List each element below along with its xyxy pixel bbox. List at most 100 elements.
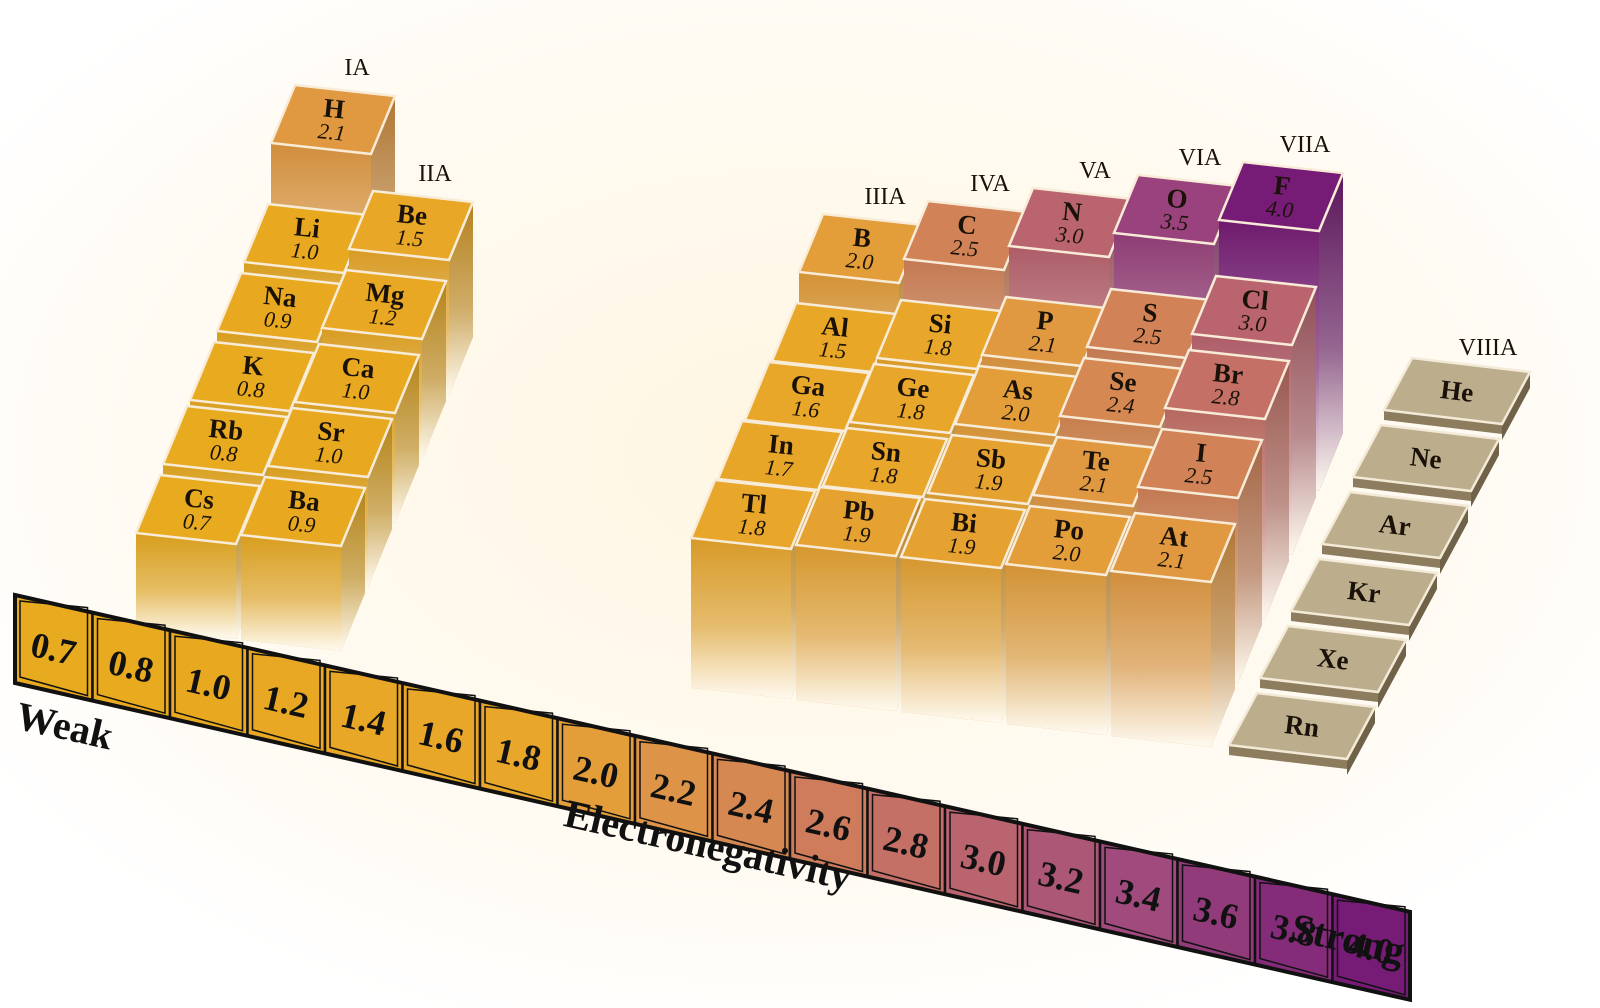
block-top bbox=[1258, 624, 1408, 694]
element-symbol: Ca bbox=[340, 351, 376, 384]
scale-value: 4.0 bbox=[1345, 923, 1398, 972]
block-side-fade bbox=[341, 488, 365, 651]
element-value: 2.0 bbox=[845, 247, 875, 275]
element-symbol: Sn bbox=[870, 435, 903, 468]
scale-border bbox=[13, 592, 1412, 1003]
scale-value: 2.2 bbox=[647, 765, 700, 814]
scale-value: 0.7 bbox=[27, 624, 80, 673]
scale-value: 2.4 bbox=[725, 783, 778, 832]
scale-value: 3.6 bbox=[1190, 888, 1243, 937]
element-symbol: Te bbox=[1081, 444, 1112, 477]
element-symbol: Si bbox=[927, 307, 953, 339]
block-top bbox=[1109, 511, 1237, 584]
block-top bbox=[1382, 356, 1532, 426]
noble-block: Xe bbox=[1258, 624, 1408, 708]
element-value: 1.0 bbox=[341, 377, 371, 405]
block-front-fade bbox=[1006, 564, 1106, 735]
block-side bbox=[1471, 439, 1499, 507]
element-symbol: Be bbox=[396, 198, 429, 231]
element-symbol: Ne bbox=[1409, 441, 1444, 475]
block-top bbox=[1163, 348, 1291, 421]
element-value: 1.9 bbox=[947, 532, 977, 560]
element-symbol: Cl bbox=[1240, 283, 1270, 316]
element-symbol: Se bbox=[1108, 365, 1138, 398]
noble-block: Kr bbox=[1289, 557, 1439, 641]
block-front bbox=[1384, 410, 1502, 434]
block-top bbox=[320, 268, 448, 341]
element-symbol: Ge bbox=[895, 371, 931, 404]
element-block: At2.1 bbox=[1109, 511, 1237, 747]
block-front-fade bbox=[1111, 571, 1211, 747]
block-top bbox=[797, 212, 925, 285]
block-top bbox=[1112, 173, 1240, 246]
element-symbol: Po bbox=[1053, 513, 1086, 546]
scale-value: 1.6 bbox=[415, 712, 468, 761]
group-label: VA bbox=[1079, 158, 1111, 184]
block-side-fade bbox=[368, 419, 392, 587]
element-value: 3.0 bbox=[1237, 309, 1268, 337]
block-side bbox=[1409, 573, 1437, 641]
element-symbol: Li bbox=[293, 211, 322, 244]
block-side bbox=[1378, 640, 1406, 708]
block-top bbox=[1031, 435, 1159, 508]
element-value: 2.0 bbox=[1001, 399, 1031, 427]
block-top bbox=[1058, 356, 1186, 429]
element-symbol: At bbox=[1158, 520, 1189, 553]
group-label: VIIA bbox=[1280, 132, 1331, 158]
element-symbol: K bbox=[241, 350, 265, 382]
group-label: VIIIA bbox=[1459, 335, 1518, 361]
element-value: 1.2 bbox=[368, 303, 398, 331]
block-top bbox=[848, 362, 976, 435]
element-value: 0.8 bbox=[209, 439, 239, 467]
element-symbol: Xe bbox=[1316, 642, 1351, 676]
element-value: 1.8 bbox=[737, 513, 767, 541]
block-top bbox=[269, 83, 397, 156]
element-value: 1.5 bbox=[395, 224, 425, 252]
block-side-fade bbox=[1211, 524, 1235, 747]
scale-value: 1.2 bbox=[260, 677, 313, 726]
element-symbol: Tl bbox=[740, 487, 769, 520]
block-top bbox=[1004, 504, 1132, 577]
block-front bbox=[1291, 611, 1409, 635]
block-top bbox=[1320, 490, 1470, 560]
block-front bbox=[1322, 544, 1440, 568]
element-value: 1.6 bbox=[791, 395, 821, 423]
noble-block: Ne bbox=[1351, 423, 1501, 507]
group-label: IIIA bbox=[864, 184, 906, 210]
element-symbol: O bbox=[1165, 183, 1189, 215]
noble-block: Rn bbox=[1227, 691, 1377, 775]
element-value: 1.8 bbox=[869, 461, 899, 489]
block-top bbox=[347, 189, 475, 262]
group-label: IIA bbox=[418, 161, 452, 187]
block-top bbox=[1007, 186, 1135, 259]
group-label: IA bbox=[344, 55, 370, 81]
element-symbol: Sb bbox=[975, 442, 1008, 475]
element-symbol: Mg bbox=[364, 277, 406, 311]
element-symbol: Al bbox=[820, 310, 850, 343]
element-symbol: Rb bbox=[207, 413, 244, 446]
block-front-fade bbox=[241, 535, 341, 651]
element-symbol: Kr bbox=[1346, 575, 1382, 609]
scale-value: 2.8 bbox=[880, 818, 933, 867]
block-top bbox=[1351, 423, 1501, 493]
scale-value: 1.8 bbox=[492, 730, 545, 779]
element-symbol: Cs bbox=[183, 482, 216, 515]
element-symbol: He bbox=[1439, 374, 1475, 408]
block-side-fade bbox=[1265, 361, 1289, 619]
element-value: 2.5 bbox=[1184, 462, 1214, 490]
element-value: 1.9 bbox=[974, 468, 1004, 496]
block-top bbox=[1136, 427, 1264, 500]
block-front-fade bbox=[901, 557, 1001, 723]
element-symbol: Br bbox=[1212, 357, 1245, 390]
noble-block: Ar bbox=[1320, 490, 1470, 574]
element-value: 0.9 bbox=[263, 306, 293, 334]
block-side-fade bbox=[1292, 287, 1316, 555]
element-value: 2.8 bbox=[1211, 383, 1241, 411]
block-top bbox=[902, 199, 1030, 272]
block-front bbox=[1260, 678, 1378, 702]
element-symbol: Na bbox=[262, 280, 298, 313]
block-side bbox=[1440, 506, 1468, 574]
block-top bbox=[689, 478, 817, 551]
element-symbol: H bbox=[322, 93, 346, 125]
element-value: 1.9 bbox=[842, 520, 872, 548]
